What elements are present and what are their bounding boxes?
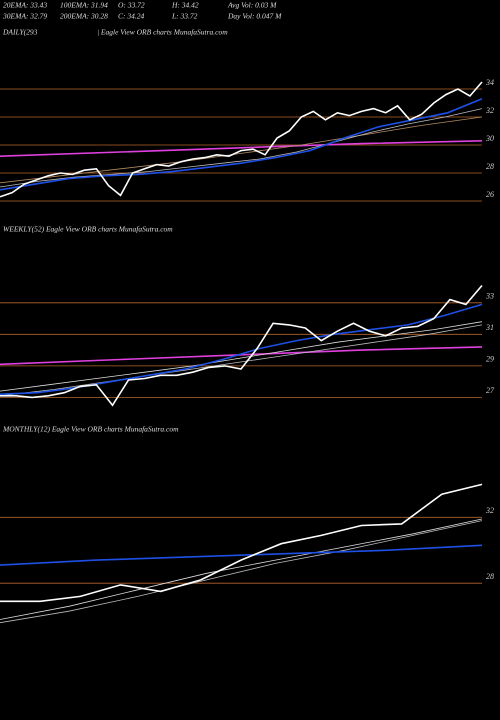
series-line xyxy=(0,284,483,407)
series-line xyxy=(0,116,483,184)
y-tick-label: 27 xyxy=(486,386,495,395)
y-tick-label: 32 xyxy=(485,106,494,115)
header-stat: Day Vol: 0.047 M xyxy=(227,12,282,21)
panel-title: MONTHLY(12) Eagle View ORB charts Munafa… xyxy=(2,425,179,434)
series-line xyxy=(0,518,483,620)
y-tick-label: 31 xyxy=(485,323,494,332)
header-stat: 200EMA: 30.28 xyxy=(60,12,108,21)
header-stat: Avg Vol: 0.03 M xyxy=(227,1,277,10)
series-line xyxy=(0,98,483,191)
header-stat: 30EMA: 32.79 xyxy=(2,12,47,21)
y-tick-label: 32 xyxy=(485,506,494,515)
panel-title: DAILY(293 xyxy=(2,28,38,37)
series-line xyxy=(0,324,483,397)
header-stat: H: 34.42 xyxy=(171,1,199,10)
y-tick-label: 26 xyxy=(486,190,494,199)
panel-title: WEEKLY(52) Eagle View ORB charts MunafaS… xyxy=(3,225,173,234)
header-stat: O: 33.72 xyxy=(118,1,145,10)
series-line xyxy=(0,140,483,157)
y-tick-label: 28 xyxy=(486,572,494,581)
series-line xyxy=(0,483,483,603)
series-line xyxy=(0,108,483,188)
series-line xyxy=(0,321,483,392)
y-tick-label: 33 xyxy=(485,292,494,301)
series-line xyxy=(0,520,483,624)
series-line xyxy=(0,81,483,198)
y-tick-label: 28 xyxy=(486,162,494,171)
y-tick-label: 29 xyxy=(486,355,494,364)
y-tick-label: 34 xyxy=(485,78,494,87)
y-tick-label: 30 xyxy=(485,134,494,143)
series-line xyxy=(0,544,483,566)
header-stat: 20EMA: 33.43 xyxy=(3,1,47,10)
header-stat: L: 33.72 xyxy=(171,12,198,21)
panel-subtitle: | Eagle View ORB charts MunafaSutra.com xyxy=(97,28,228,37)
header-stat: 100EMA: 31.94 xyxy=(60,1,108,10)
header-stat: C: 34.24 xyxy=(118,12,145,21)
